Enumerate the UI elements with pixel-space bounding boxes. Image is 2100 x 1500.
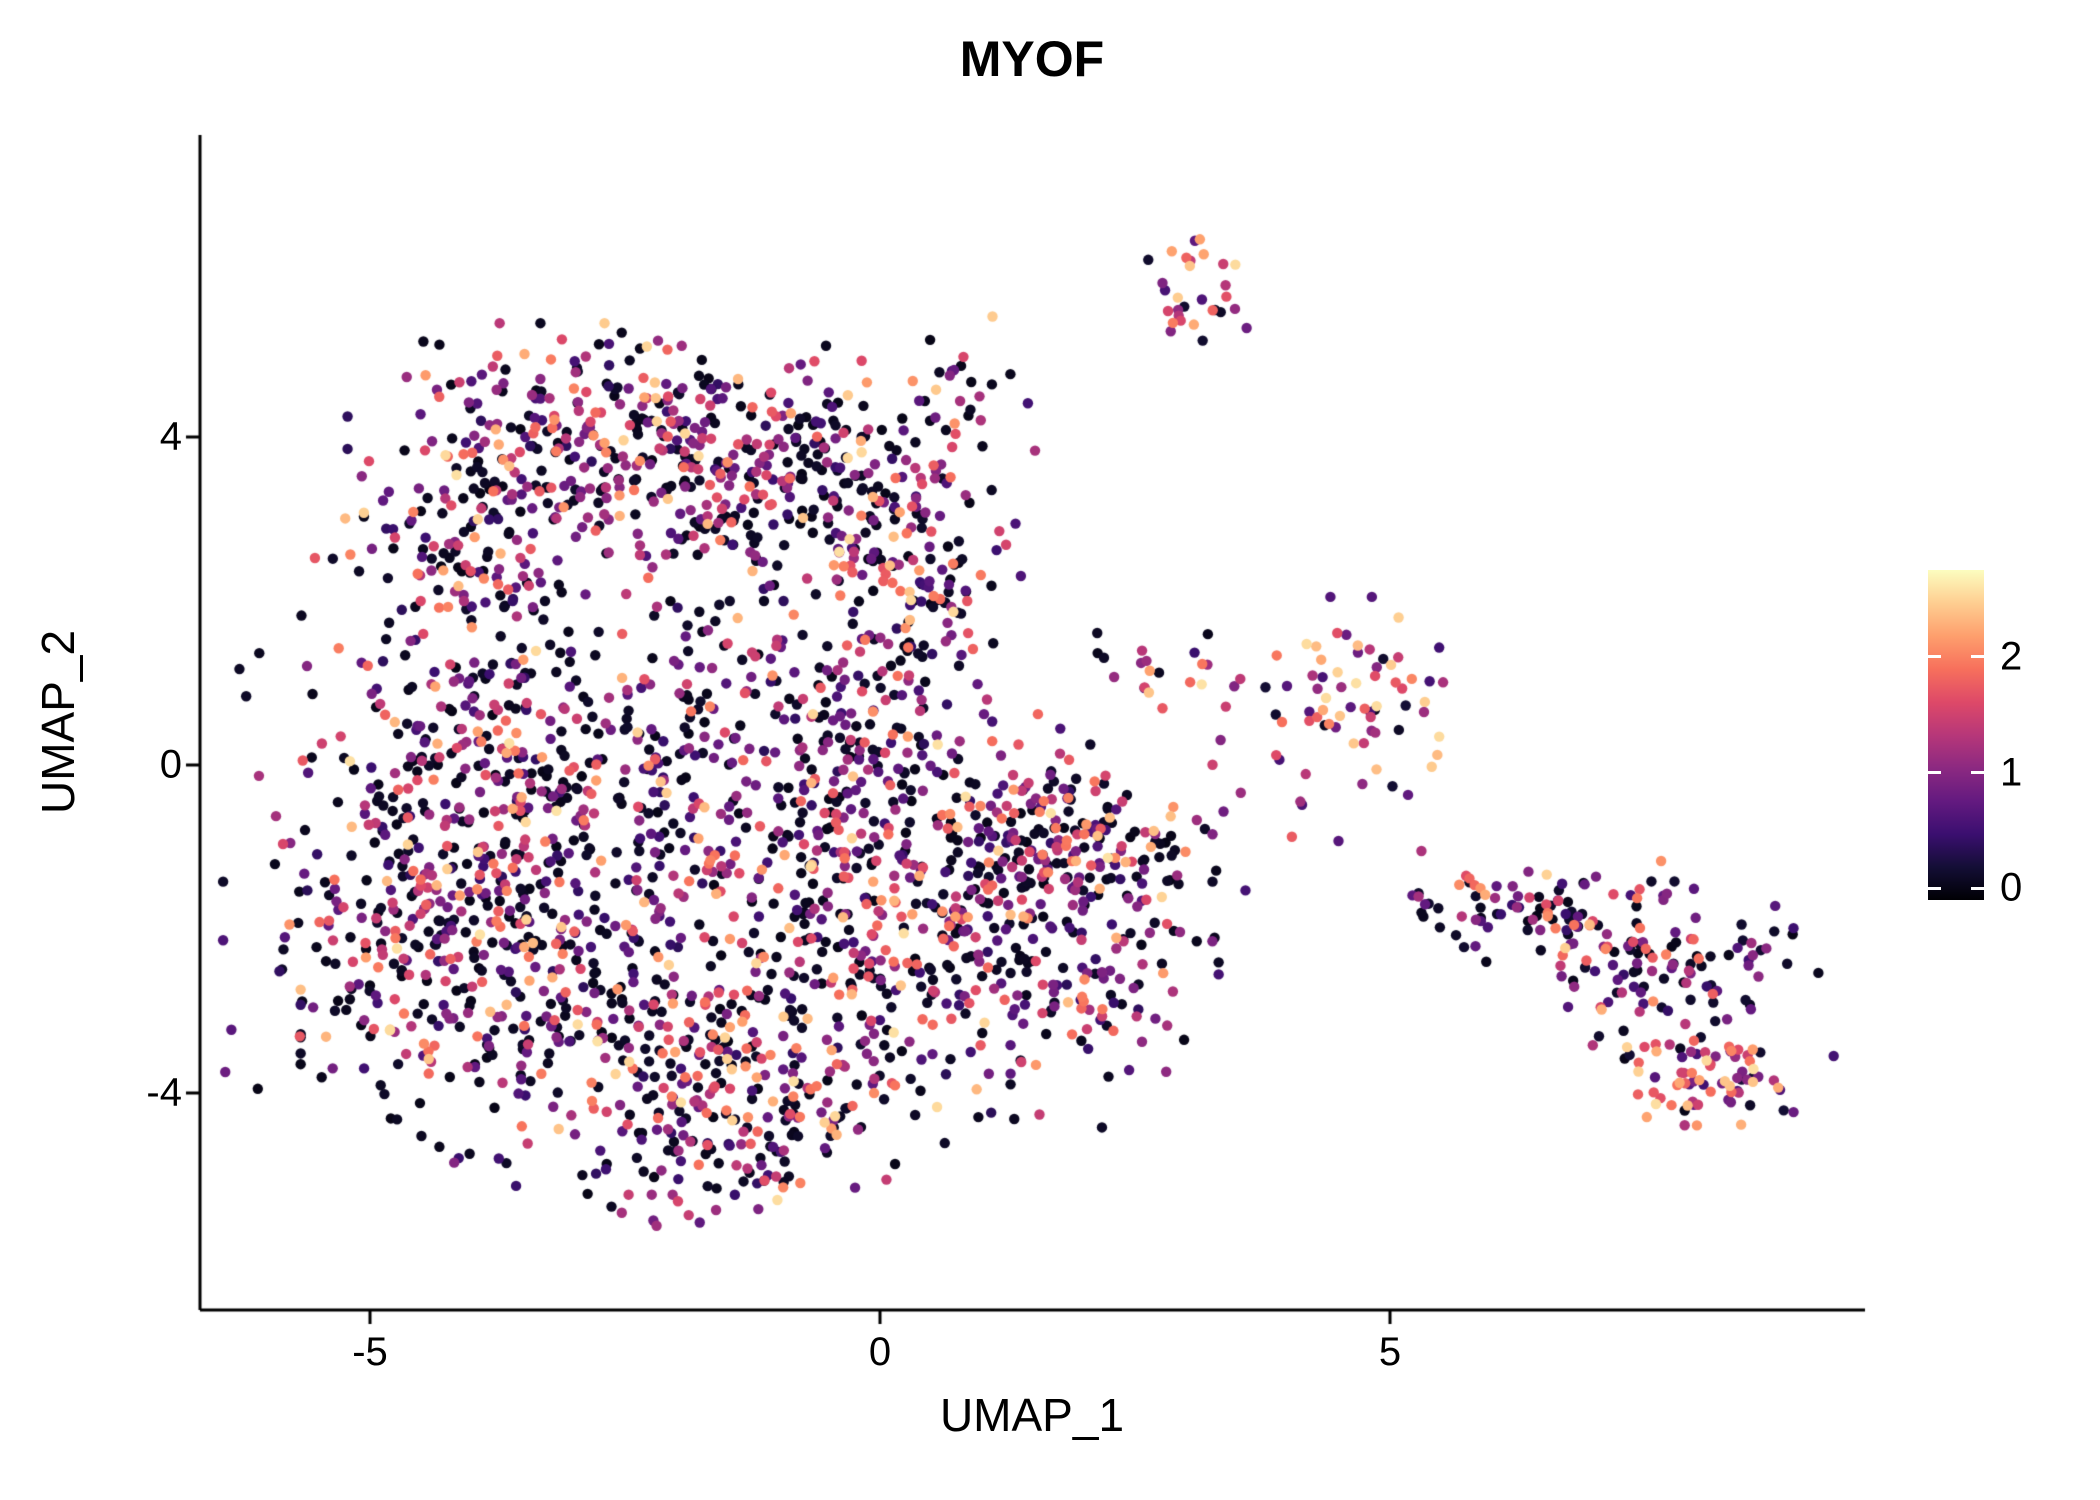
x-tick-label: 5 [1378,1330,1402,1374]
colorbar [1928,570,1984,900]
colorbar-tick-label: 1 [2000,750,2023,795]
colorbar-tick-label: 0 [2000,865,2023,910]
x-tick-label: 0 [868,1330,892,1374]
y-tick-label: -4 [146,1070,182,1115]
x-tick-label: -5 [352,1330,388,1374]
colorbar-tick-mark [1971,886,1984,890]
y-tick-label: 4 [159,414,182,459]
plot-title: MYOF [959,31,1105,87]
x-axis-label: UMAP_1 [939,1389,1125,1441]
colorbar-tick-mark [1971,771,1984,775]
colorbar-tick-mark [1928,655,1941,659]
colorbar-tick-mark [1971,655,1984,659]
colorbar-tick-label: 2 [2000,634,2023,679]
colorbar-tick-mark [1928,771,1941,775]
colorbar-tick-mark [1928,886,1941,890]
y-tick-label: 0 [159,742,182,787]
